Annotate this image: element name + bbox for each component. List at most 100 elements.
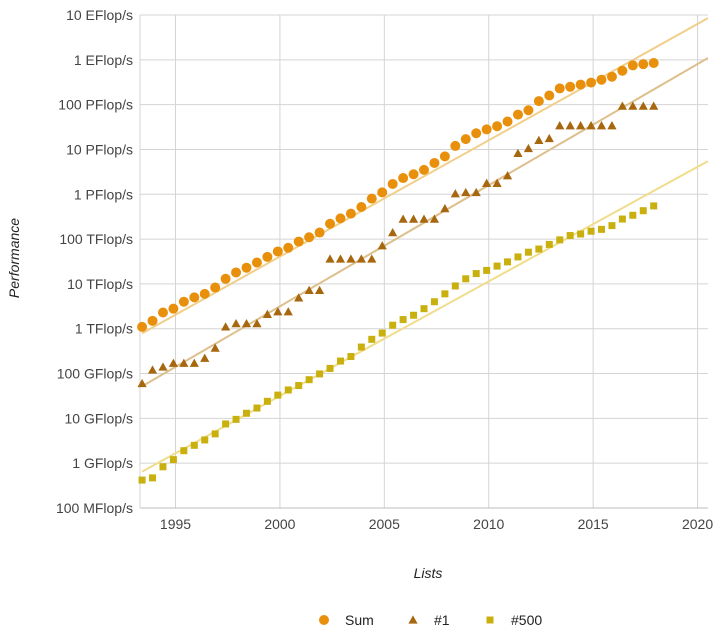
x-tick-label: 2020 <box>682 516 713 532</box>
data-point-triangle <box>596 121 607 130</box>
legend-label: #500 <box>511 612 542 628</box>
data-point-circle <box>147 315 158 326</box>
data-point-circle <box>533 96 544 107</box>
data-point-square <box>399 316 407 324</box>
data-point-square <box>598 225 605 233</box>
data-point-circle <box>210 282 221 293</box>
data-point-square <box>201 436 209 444</box>
data-point-circle <box>408 169 419 180</box>
x-tick-label: 2010 <box>473 516 504 532</box>
data-point-triangle <box>356 254 366 263</box>
data-point-triangle <box>513 148 523 157</box>
y-tick-label: 1 EFlop/s <box>74 52 133 68</box>
data-point-triangle <box>346 254 356 263</box>
legend-marker-triangle <box>408 615 418 624</box>
data-point-triangle <box>200 353 210 362</box>
x-tick-label: 2000 <box>264 516 295 532</box>
data-point-square <box>326 364 334 372</box>
data-point-triangle <box>283 307 293 316</box>
data-point-triangle <box>158 362 168 371</box>
data-point-triangle <box>367 254 377 263</box>
data-point-circle <box>251 257 262 268</box>
data-point-circle <box>377 187 388 198</box>
data-point-square <box>378 329 386 337</box>
data-point-circle <box>366 193 377 204</box>
x-tick-label: 2005 <box>369 516 400 532</box>
data-point-circle <box>544 90 555 101</box>
y-axis-tick-labels: 100 MFlop/s 1 GFlop/s 10 GFlop/s 100 GFlop/… <box>56 7 133 516</box>
data-point-circle <box>168 303 179 314</box>
data-point-triangle <box>273 307 283 316</box>
y-tick-label: 10 PFlop/s <box>66 141 133 157</box>
y-tick-label: 10 GFlop/s <box>65 410 133 426</box>
data-point-square <box>243 409 250 417</box>
y-tick-label: 1 PFlop/s <box>74 186 133 202</box>
data-point-triangle <box>461 187 471 197</box>
data-point-circle <box>178 296 189 307</box>
data-point-square <box>504 258 512 266</box>
data-point-circle <box>283 242 294 253</box>
data-point-circle <box>262 251 273 262</box>
data-point-circle <box>356 202 367 213</box>
data-point-triangle <box>147 365 158 374</box>
data-point-triangle <box>502 171 513 180</box>
x-tick-label: 1995 <box>160 516 191 532</box>
data-point-triangle <box>492 178 502 187</box>
data-point-triangle <box>628 101 638 110</box>
data-point-circle <box>606 71 617 82</box>
data-point-circle <box>512 109 523 120</box>
data-point-triangle <box>335 254 346 263</box>
data-point-square <box>410 311 418 319</box>
y-tick-label: 10 EFlop/s <box>66 7 133 23</box>
data-point-triangle <box>555 121 565 130</box>
data-point-square <box>169 456 177 464</box>
data-point-triangle <box>304 285 314 294</box>
data-point-square <box>347 353 355 361</box>
data-point-triangle <box>189 358 199 367</box>
data-point-triangle <box>241 319 252 328</box>
data-point-square <box>577 230 585 238</box>
data-point-square <box>295 382 303 390</box>
data-point-square <box>441 290 449 298</box>
data-point-square <box>639 207 647 215</box>
data-point-square <box>357 343 365 351</box>
data-point-circle <box>199 288 210 299</box>
data-point-circle <box>481 124 492 135</box>
data-point-circle <box>471 128 482 139</box>
y-axis-title: Performance <box>6 218 22 298</box>
data-point-square <box>232 415 240 423</box>
data-point-square <box>430 298 438 306</box>
data-point-triangle <box>408 214 419 223</box>
data-point-triangle <box>294 293 304 302</box>
legend-marker-square <box>486 616 494 624</box>
data-point-square <box>389 321 397 329</box>
data-point-circle <box>617 65 628 76</box>
data-point-square <box>483 266 491 274</box>
data-point-square <box>493 262 501 270</box>
data-point-triangle <box>565 121 575 130</box>
data-point-triangle <box>617 101 627 110</box>
data-point-circle <box>157 307 168 318</box>
data-point-triangle <box>168 358 179 367</box>
data-point-circle <box>220 273 231 284</box>
data-point-triangle <box>398 214 408 223</box>
data-point-square <box>368 335 376 343</box>
data-point-circle <box>419 164 429 175</box>
data-point-square <box>180 447 188 455</box>
data-point-square <box>274 391 282 399</box>
data-point-triangle <box>544 133 554 143</box>
y-tick-label: 100 MFlop/s <box>56 500 133 516</box>
grid-lines <box>139 14 708 509</box>
data-point-triangle <box>325 254 335 263</box>
data-point-circle <box>565 81 576 92</box>
data-point-triangle <box>179 358 189 367</box>
data-point-triangle <box>649 101 659 110</box>
data-point-triangle <box>419 214 429 223</box>
data-point-circle <box>627 60 638 71</box>
data-point-triangle <box>429 214 440 223</box>
y-tick-label: 100 GFlop/s <box>57 366 133 382</box>
x-axis-tick-labels: 1995 2000 2005 2010 2015 2020 <box>160 516 713 532</box>
data-point-square <box>149 474 157 482</box>
data-point-circle <box>325 218 336 229</box>
legend-label: #1 <box>434 612 450 628</box>
